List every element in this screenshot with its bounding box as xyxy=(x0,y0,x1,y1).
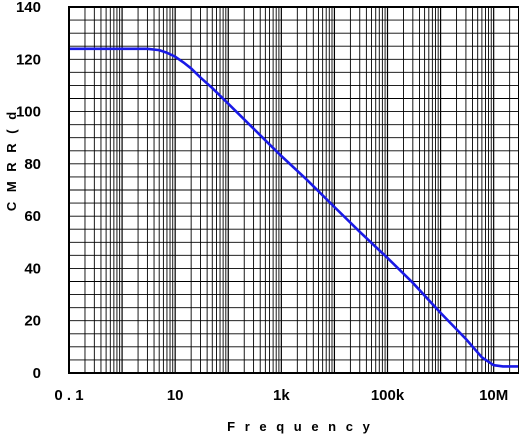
x-tick-label: 100k xyxy=(371,387,405,404)
y-tick-label: 60 xyxy=(24,208,41,225)
x-tick-label: 10M xyxy=(479,387,508,404)
x-axis-label: F r e q u e n c y xyxy=(227,419,373,434)
y-tick-label: 0 xyxy=(33,365,41,382)
cmrr-series-line xyxy=(69,47,519,368)
series-layer xyxy=(69,47,519,368)
y-tick-label: 100 xyxy=(16,104,41,121)
y-axis-label: C M R R ( d xyxy=(4,109,19,211)
y-tick-label: 140 xyxy=(16,0,41,16)
x-tick-label: 0 . 1 xyxy=(54,387,83,404)
y-tick-label: 120 xyxy=(16,51,41,68)
y-tick-labels: 0 20 40 60 80 100 120 140 xyxy=(16,0,41,382)
x-tick-labels: 0 . 1 10 1k 100k 10M xyxy=(54,387,508,404)
x-tick-label: 10 xyxy=(167,387,184,404)
plot-frame xyxy=(68,6,519,374)
y-tick-label: 80 xyxy=(24,156,41,173)
x-tick-label: 1k xyxy=(273,387,290,404)
y-tick-label: 20 xyxy=(24,313,41,330)
y-tick-label: 40 xyxy=(24,260,41,277)
grid-lines xyxy=(68,6,519,374)
